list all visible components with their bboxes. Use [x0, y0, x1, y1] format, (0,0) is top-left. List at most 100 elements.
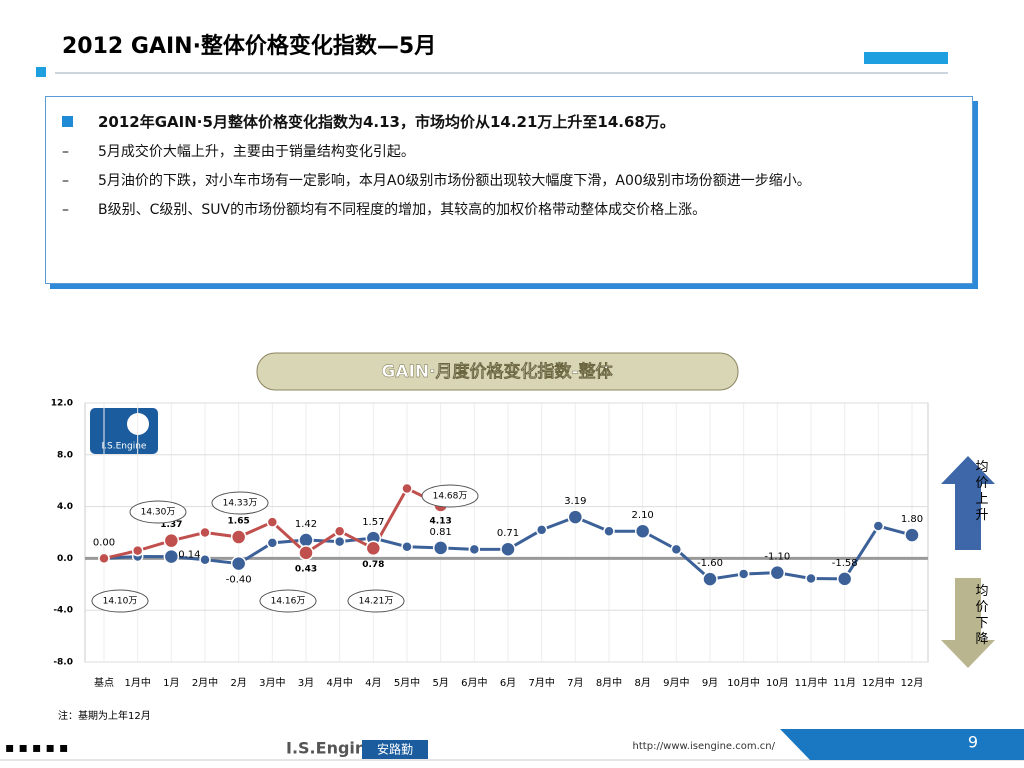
- data-label: 0.81: [430, 527, 452, 538]
- x-tick-label: 11月: [833, 677, 856, 689]
- summary-box: 2012年GAIN·5月整体价格变化指数为4.13，市场均价从14.21万上升至…: [45, 96, 973, 284]
- data-label: 2.10: [632, 510, 654, 521]
- y-tick-label: 0.0: [57, 554, 73, 564]
- annotation: 14.21万: [359, 597, 394, 607]
- x-tick-label: 基点: [94, 676, 114, 689]
- data-label: 3.19: [564, 496, 586, 507]
- data-label: 0.00: [93, 537, 115, 548]
- point-marker: [634, 523, 651, 539]
- point-marker: [298, 545, 314, 561]
- point-marker: [98, 552, 110, 565]
- page-number: 9: [968, 733, 978, 752]
- y-tick-label: -4.0: [53, 606, 73, 616]
- x-tick-label: 8月中: [596, 676, 622, 689]
- chart-note: 注：基期为上年12月: [58, 709, 151, 722]
- point-marker: [702, 571, 718, 587]
- point-marker: [401, 540, 413, 553]
- x-tick-label: 4月中: [326, 676, 352, 689]
- data-label: 1.42: [295, 519, 317, 530]
- data-label: -1.58: [832, 558, 858, 569]
- x-tick-label: 10月中: [727, 676, 760, 689]
- y-tick-label: 12.0: [51, 399, 73, 409]
- point-marker: [230, 529, 247, 545]
- data-label: 0.78: [362, 560, 384, 570]
- annotation-bubble: [259, 589, 317, 613]
- point-marker: [737, 568, 750, 580]
- x-tick-label: 4月: [365, 677, 381, 689]
- point-marker: [333, 535, 346, 548]
- y-tick-label: -8.0: [53, 658, 73, 668]
- footer-brand: I.S.Engine: [286, 739, 377, 758]
- point-marker: [432, 540, 449, 556]
- annotation-bubble: [129, 500, 187, 524]
- x-tick-label: 3月中: [259, 676, 285, 689]
- point-marker: [199, 553, 211, 566]
- annotation: 14.10万: [103, 597, 138, 607]
- point-marker: [266, 516, 279, 528]
- x-tick-label: 6月中: [461, 676, 487, 689]
- annotation: 14.16万: [271, 597, 306, 607]
- side-label-char: 降: [975, 632, 988, 647]
- data-label: 1.57: [362, 517, 384, 528]
- data-label: 1.65: [228, 517, 250, 527]
- annotation-bubble: [91, 589, 149, 613]
- point-marker: [401, 482, 413, 495]
- x-tick-label: 1月中: [124, 676, 150, 689]
- side-label-char: 上: [975, 492, 988, 507]
- point-marker: [805, 572, 817, 585]
- footer-dots: ▪▪▪▪▪: [5, 740, 72, 756]
- footer-brand-cn: 安路勤: [377, 742, 413, 757]
- side-label-char: 均: [975, 460, 988, 475]
- point-marker: [769, 564, 786, 581]
- x-tick-label: 12月中: [862, 676, 895, 689]
- x-tick-label: 11月中: [795, 676, 828, 689]
- annotation-bubble: [211, 491, 269, 515]
- point-marker: [365, 540, 382, 557]
- y-tick-label: 4.0: [57, 502, 73, 512]
- footer-brand-box: [362, 740, 428, 759]
- title-square: [36, 67, 46, 77]
- data-label: 0.43: [295, 564, 317, 574]
- point-marker: [131, 544, 144, 557]
- x-tick-label: 9月中: [663, 676, 689, 689]
- side-label-char: 均: [975, 584, 988, 599]
- data-label: -1.60: [697, 558, 723, 569]
- x-tick-label: 5月中: [394, 676, 420, 689]
- x-tick-label: 12月: [901, 677, 924, 689]
- chart-title: GAIN·月度价格变化指数-整体: [381, 361, 613, 382]
- point-marker: [567, 509, 584, 525]
- point-marker: [298, 532, 314, 548]
- data-label: 1.37: [160, 520, 182, 530]
- point: 5月成交价大幅上升，主要由于销量结构变化引起。: [98, 144, 415, 160]
- annotation: 14.30万: [141, 508, 176, 518]
- point-marker: [500, 541, 516, 557]
- point-marker: [199, 526, 211, 539]
- x-tick-label: 8月: [634, 677, 650, 689]
- x-tick-label: 2月中: [192, 676, 218, 689]
- x-tick-label: 10月: [766, 677, 789, 689]
- x-tick-label: 5月: [432, 677, 448, 689]
- point-marker: [872, 520, 885, 532]
- annotation-bubble: [347, 589, 405, 613]
- point-marker: [468, 543, 481, 556]
- side-label: 均价下降: [975, 584, 988, 647]
- x-tick-label: 7月: [567, 677, 583, 689]
- data-label: -0.40: [226, 575, 252, 586]
- point-marker: [230, 555, 247, 572]
- x-tick-label: 7月中: [528, 676, 554, 689]
- slide-title: 2012 GAIN·整体价格变化指数—5月: [62, 33, 436, 59]
- point-marker: [836, 571, 853, 587]
- point-marker: [904, 527, 920, 543]
- data-label: 4.13: [430, 516, 452, 526]
- annotation: 14.68万: [433, 492, 468, 502]
- x-tick-label: 2月: [230, 677, 246, 689]
- point-marker: [163, 532, 180, 549]
- arrow-down: [941, 578, 995, 668]
- arrow-up: [941, 456, 995, 550]
- point-marker: [670, 543, 683, 556]
- logo-text: I.S.Engine: [102, 442, 147, 452]
- side-label-char: 下: [975, 616, 988, 631]
- side-label: 均价上升: [975, 460, 988, 523]
- data-label: 1.80: [901, 514, 923, 525]
